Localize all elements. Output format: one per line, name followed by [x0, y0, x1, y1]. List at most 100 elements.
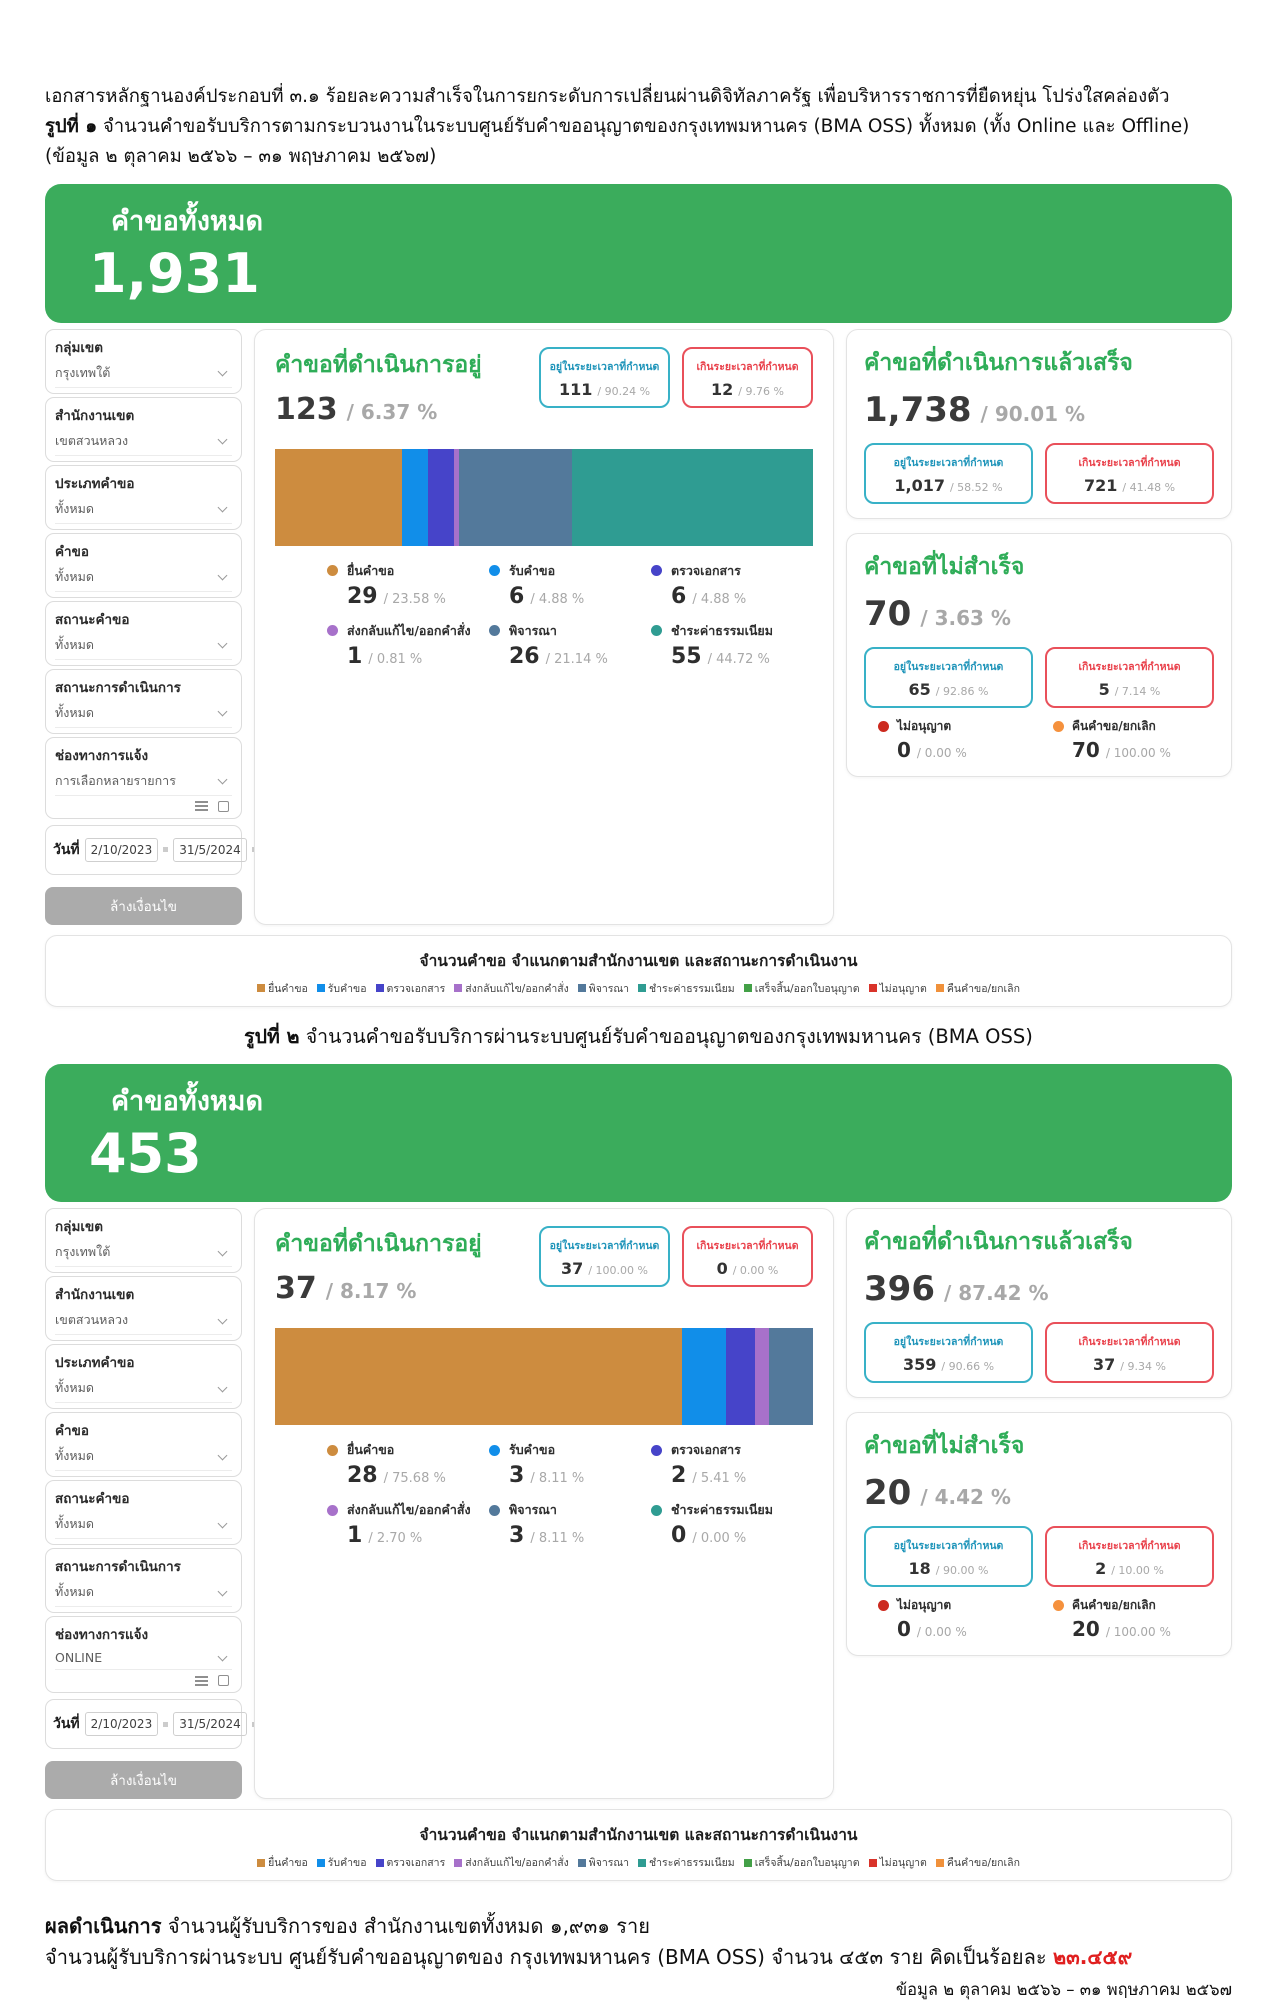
clear-filters-button[interactable]: ล้างเงื่อนไข	[45, 1761, 242, 1800]
unsuccessful-count: 70	[864, 593, 912, 634]
legend-swatch	[454, 984, 463, 993]
date-to-input[interactable]: 31/5/2024	[173, 837, 247, 862]
on-time-box: อยู่ในระยะเวลาที่กำหนด 1,017/ 58.52 %	[864, 442, 1033, 504]
legend-item: พิจารณา	[577, 980, 629, 997]
date-from-input[interactable]: 2/10/2023	[84, 837, 159, 862]
district-chart-panel: จำนวนคำขอ จำแนกตามสำนักงานเขต และสถานะกา…	[45, 1809, 1232, 1882]
legend-item: ไม่อนุญาต	[868, 980, 927, 997]
figure-2-dashboard: คำขอทั้งหมด 453 กลุ่มเขต กรุงเทพใต้ สำนั…	[45, 1063, 1232, 1882]
filter-value: ทั้งหมด	[55, 500, 94, 516]
banner-title: คำขอทั้งหมด	[111, 205, 264, 237]
bar-segment-check-docs	[725, 1328, 755, 1426]
district-chart-title: จำนวนคำขอ จำแนกตามสำนักงานเขต และสถานะกา…	[419, 1826, 858, 1845]
on-time-box: อยู่ในระยะเวลาที่กำหนด 111 / 90.24 %	[539, 346, 670, 408]
legend-item-receive: รับคำขอ 3/ 8.11 %	[489, 1440, 651, 1488]
clear-filters-button[interactable]: ล้างเงื่อนไข	[45, 886, 242, 925]
legend-item-check-docs: ตรวจเอกสาร 2/ 5.41 %	[651, 1440, 813, 1488]
bar-segment-receive	[401, 448, 429, 546]
date-from-input[interactable]: 2/10/2023	[84, 1712, 159, 1737]
expand-icon[interactable]	[218, 1675, 229, 1687]
on-time-count: 111	[558, 379, 593, 399]
filter-operation-status[interactable]: สถานะการดำเนินการ ทั้งหมด	[45, 1548, 242, 1614]
filter-value: ทั้งหมด	[55, 1516, 94, 1532]
filter-request[interactable]: คำขอ ทั้งหมด	[45, 1412, 242, 1478]
on-time-pct: / 90.24 %	[597, 384, 651, 398]
unsuccessful-title: คำขอที่ไม่สำเร็จ	[864, 1433, 1025, 1460]
filter-district-office[interactable]: สำนักงานเขต เขตสวนหลวง	[45, 1276, 242, 1342]
bar-segment-check-docs	[428, 448, 455, 546]
expand-icon[interactable]	[218, 800, 229, 812]
in-progress-card: คำขอที่ดำเนินการอยู่ 123 / 6.37 % อยู่ในร…	[254, 328, 834, 925]
filter-label: ประเภทคำขอ	[55, 1355, 135, 1372]
not-allowed-stat: ไม่อนุญาต 0/ 0.00 %	[864, 717, 1039, 762]
result-line-1: ผลดำเนินการ จำนวนผู้รับบริการของ สำนักงา…	[45, 1914, 650, 1939]
legend-swatch	[868, 1858, 877, 1867]
filter-value: กรุงเทพใต้	[55, 364, 111, 380]
filter-label: ช่องทางการแจ้ง	[55, 1627, 149, 1644]
legend-dot	[327, 625, 338, 637]
legend-item: รับคำขอ	[316, 980, 367, 997]
result-summary: ผลดำเนินการ จำนวนผู้รับบริการของ สำนักงา…	[45, 1911, 1232, 2003]
filter-value: กรุงเทพใต้	[55, 1244, 111, 1260]
filter-value: การเลือกหลายรายการ	[55, 772, 176, 788]
filter-value: ทั้งหมด	[55, 1380, 94, 1396]
on-time-box: อยู่ในระยะเวลาที่กำหนด 65/ 92.86 %	[864, 646, 1033, 708]
filter-funnel-icon[interactable]	[195, 1675, 208, 1686]
legend-item: เสร็จสิ้น/ออกใบอนุญาต	[743, 980, 860, 997]
figure-1-label: รูปที่ ๑	[45, 115, 98, 137]
legend-item: ชำระค่าธรรมเนียม	[638, 1854, 735, 1871]
chevron-down-icon	[217, 706, 228, 717]
legend-item: พิจารณา	[577, 1854, 629, 1871]
filter-notify-channel[interactable]: ช่องทางการแจ้ง ONLINE	[45, 1616, 242, 1694]
filter-district-group[interactable]: กลุ่มเขต กรุงเทพใต้	[45, 1208, 242, 1274]
calendar-icon[interactable]	[163, 847, 169, 853]
overdue-box: เกินระยะเวลาที่กำหนด 721/ 41.48 %	[1045, 442, 1214, 504]
legend-swatch	[577, 1858, 586, 1867]
legend-dot	[489, 565, 500, 577]
total-requests-value: 1,931	[89, 241, 260, 305]
filter-request-type[interactable]: ประเภทคำขอ ทั้งหมด	[45, 1344, 242, 1410]
filter-request-status[interactable]: สถานะคำขอ ทั้งหมด	[45, 600, 242, 666]
chevron-down-icon	[217, 1246, 228, 1257]
filter-sidebar: กลุ่มเขต กรุงเทพใต้ สำนักงานเขต เขตสวนหล…	[45, 328, 257, 925]
filter-funnel-icon[interactable]	[195, 801, 208, 812]
on-time-label: อยู่ในระยะเวลาที่กำหนด	[549, 360, 660, 373]
figure-2-caption: รูปที่ ๒ จำนวนคำขอรับบริการผ่านระบบศูนย์…	[244, 1024, 1033, 1048]
completed-pct: / 90.01 %	[980, 401, 1086, 426]
filter-district-group[interactable]: กลุ่มเขต กรุงเทพใต้	[45, 328, 242, 394]
unsuccessful-count: 20	[864, 1473, 912, 1514]
evidence-title: เอกสารหลักฐานองค์ประกอบที่ ๓.๑ ร้อยละควา…	[45, 86, 1170, 107]
chevron-down-icon	[217, 774, 228, 785]
data-period: ข้อมูล ๒ ตุลาคม ๒๕๖๖ – ๓๑ พฤษภาคม ๒๕๖๗	[895, 1980, 1232, 2000]
filter-request-type[interactable]: ประเภทคำขอ ทั้งหมด	[45, 464, 242, 530]
bar-segment-submit	[275, 1328, 683, 1426]
on-time-box: อยู่ในระยะเวลาที่กำหนด 37/ 100.00 %	[539, 1226, 670, 1288]
filter-value: ทั้งหมด	[55, 1448, 94, 1464]
filter-operation-status[interactable]: สถานะการดำเนินการ ทั้งหมด	[45, 668, 242, 734]
filter-district-office[interactable]: สำนักงานเขต เขตสวนหลวง	[45, 396, 242, 462]
overdue-box: เกินระยะเวลาที่กำหนด 12 / 9.76 %	[682, 346, 813, 408]
legend-dot	[489, 1444, 500, 1456]
calendar-icon[interactable]	[163, 1721, 169, 1727]
bar-segment-receive	[682, 1328, 726, 1426]
document-header: เอกสารหลักฐานองค์ประกอบที่ ๓.๑ ร้อยละควา…	[45, 82, 1232, 172]
legend-item: ยื่นคำขอ	[257, 1854, 308, 1871]
legend-dot	[489, 625, 500, 637]
legend-item: ตรวจเอกสาร	[375, 1854, 445, 1871]
legend-swatch	[375, 1858, 384, 1867]
legend-swatch	[935, 1858, 944, 1867]
bar-segment-return-fix	[754, 1328, 770, 1426]
filter-notify-channel[interactable]: ช่องทางการแจ้ง การเลือกหลายรายการ	[45, 736, 242, 819]
date-to-input[interactable]: 31/5/2024	[173, 1712, 247, 1737]
filter-request[interactable]: คำขอ ทั้งหมด	[45, 532, 242, 598]
chevron-down-icon	[217, 1651, 228, 1662]
filter-request-status[interactable]: สถานะคำขอ ทั้งหมด	[45, 1480, 242, 1546]
district-chart-legend: ยื่นคำขอ รับคำขอ ตรวจเอกสาร ส่งกลับแก้ไข…	[54, 980, 1223, 997]
legend-dot	[327, 1504, 338, 1516]
filter-label: กลุ่มเขต	[55, 1219, 103, 1236]
filter-label: คำขอ	[55, 543, 89, 560]
filter-value: ทั้งหมด	[55, 704, 94, 720]
in-progress-count: 37	[275, 1271, 317, 1307]
date-range-filter: วันที่ 2/10/2023 31/5/2024	[45, 1699, 257, 1750]
